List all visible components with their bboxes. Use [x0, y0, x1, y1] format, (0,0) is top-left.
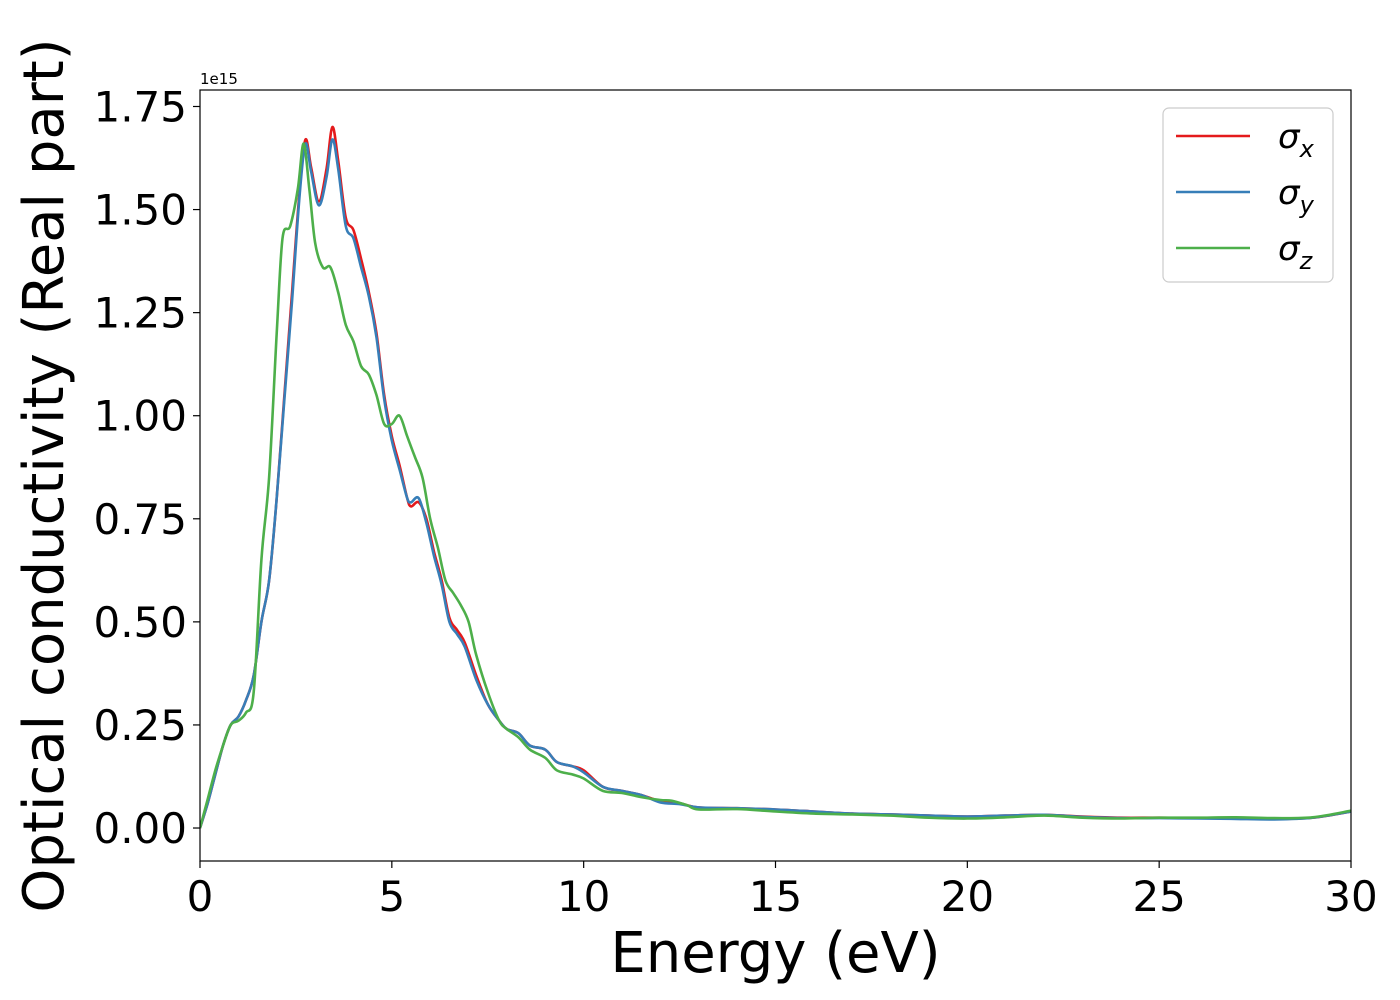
y-tick-label: 0.75: [93, 495, 187, 544]
x-tick-label: 0: [187, 872, 214, 921]
series-layer: [200, 125, 1351, 829]
x-tick-label: 5: [378, 872, 405, 921]
legend: σx σy σz: [1162, 107, 1334, 283]
x-axis-title: Energy (eV): [610, 921, 940, 986]
y-tick-label: 1.50: [93, 186, 187, 235]
y-tick-label: 0.00: [93, 804, 187, 853]
legend-box: [1162, 107, 1334, 283]
series-line-y: [200, 138, 1351, 829]
legend-label-y: σy: [1278, 173, 1315, 219]
y-tick-label: 1.25: [93, 289, 187, 338]
y-tick-label: 1.75: [93, 82, 187, 131]
y-axis-title: Optical conductivity (Real part): [12, 38, 77, 912]
x-tick-label: 25: [1132, 872, 1185, 921]
legend-label-z: σz: [1278, 229, 1314, 275]
x-tick-label: 15: [749, 872, 802, 921]
x-axis-ticks: 0 5 10 15 20 25 30: [187, 861, 1378, 921]
legend-label-x: σx: [1278, 117, 1315, 163]
series-line-z: [200, 142, 1351, 829]
y-tick-label: 1.00: [93, 392, 187, 441]
x-tick-label: 10: [557, 872, 610, 921]
x-tick-label: 20: [941, 872, 994, 921]
y-tick-label: 0.25: [93, 701, 187, 750]
y-tick-label: 0.50: [93, 598, 187, 647]
y-axis-ticks: 0.00 0.25 0.50 0.75 1.00 1.25 1.50 1.75: [93, 82, 200, 853]
y-offset-label: 1e15: [200, 70, 238, 88]
x-tick-label: 30: [1324, 872, 1377, 921]
